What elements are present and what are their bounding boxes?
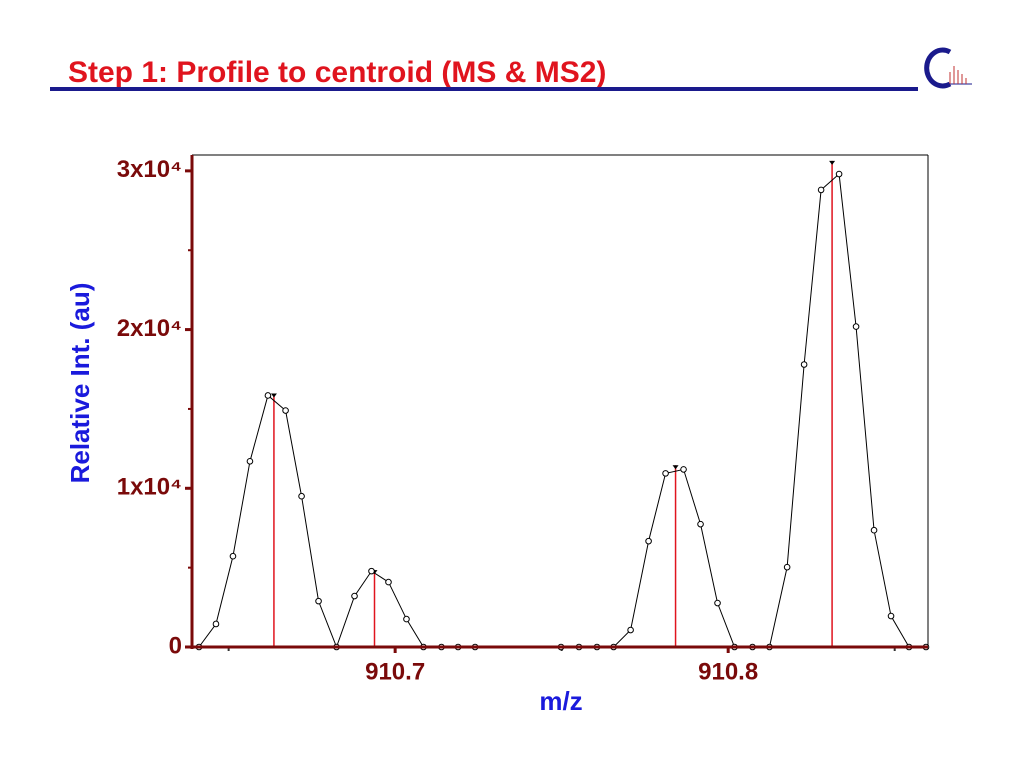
y-tick-label: 0 xyxy=(169,632,182,659)
centroid-marker xyxy=(672,465,679,470)
x-axis-title: m/z xyxy=(539,686,582,716)
profile-point xyxy=(697,520,704,528)
profile-point xyxy=(870,526,878,534)
centroid-marker xyxy=(270,393,277,398)
x-tick-label: 910.8 xyxy=(698,658,758,685)
profile-point xyxy=(246,458,254,465)
profile-point xyxy=(368,567,375,575)
plot: 0 1x10⁴ 2x10⁴ 3x10⁴ 910.7 910.8 xyxy=(117,154,930,685)
centroid-marker xyxy=(829,160,836,165)
profile-point xyxy=(229,552,237,560)
profile-point xyxy=(385,578,392,586)
y-tick-label: 3x10⁴ xyxy=(117,156,182,183)
profile-point xyxy=(264,392,272,399)
logo xyxy=(924,47,972,89)
x-tick-label: 910.7 xyxy=(365,658,425,685)
profile-point xyxy=(835,170,843,178)
profile-point xyxy=(351,592,358,600)
profile-point xyxy=(852,323,860,330)
profile-point xyxy=(662,470,669,477)
profile-point xyxy=(315,597,322,605)
y-tick-label: 1x10⁴ xyxy=(117,474,182,501)
profile-point xyxy=(800,361,808,368)
profile-point xyxy=(212,620,220,628)
profile-point xyxy=(887,612,895,620)
slide-title: Step 1: Profile to centroid (MS & MS2) xyxy=(68,56,606,89)
profile-point xyxy=(783,563,791,571)
y-tick-label: 2x10⁴ xyxy=(117,315,182,342)
y-axis-title: Relative Int. (au) xyxy=(65,283,95,484)
profile-point xyxy=(680,466,687,473)
profile-point xyxy=(817,186,825,194)
profile-point xyxy=(645,537,652,545)
profile-point xyxy=(627,626,634,634)
profile-point xyxy=(282,407,289,414)
profile-point xyxy=(714,599,721,607)
profile-point xyxy=(403,615,410,623)
profile-point xyxy=(298,492,305,500)
